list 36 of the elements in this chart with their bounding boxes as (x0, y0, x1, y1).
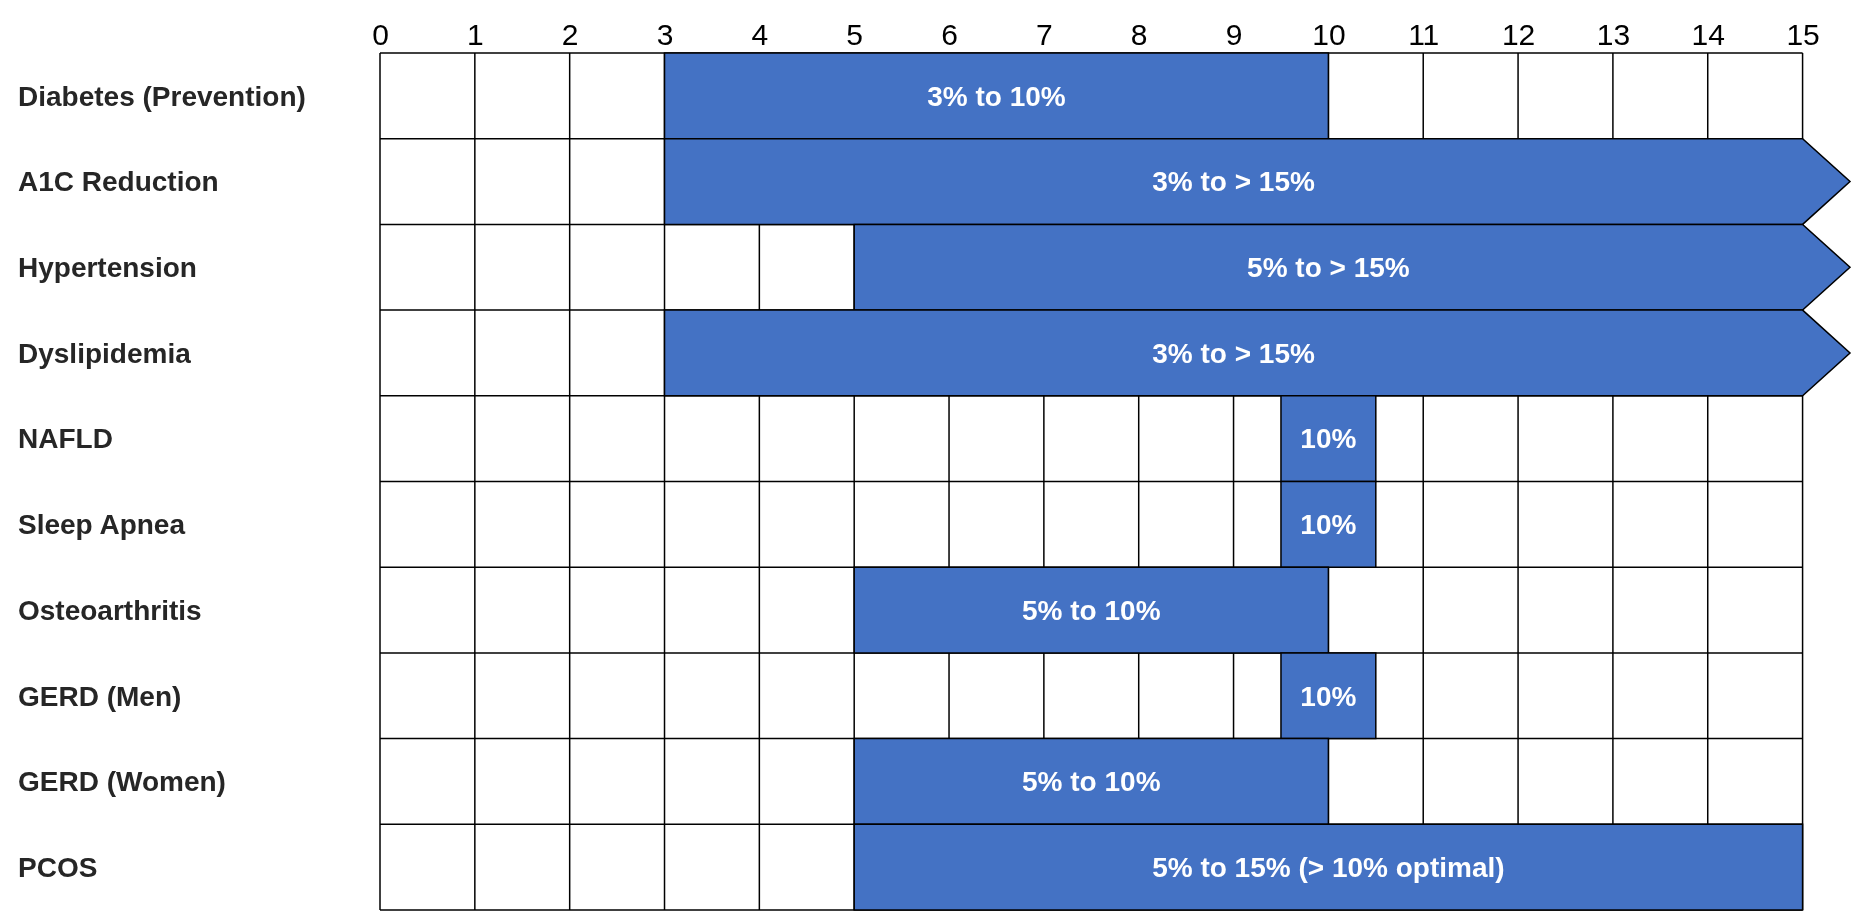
y-tick-label: NAFLD (18, 423, 113, 455)
x-tick-label: 3 (656, 18, 674, 51)
annotation: 10% (1300, 509, 1357, 541)
annotation: 5% to 10% (1022, 766, 1161, 798)
y-tick-label: Hypertension (18, 252, 197, 284)
x-tick-label: 11 (1408, 18, 1440, 51)
annotation: 10% (1300, 680, 1357, 712)
x-tick-label: 9 (1225, 18, 1243, 51)
y-tick-label: GERD (Men) (18, 680, 182, 712)
x-tick-label: 1 (466, 18, 484, 51)
annotation: 5% to 15% (> 10% optimal) (1152, 851, 1505, 883)
y-tick-label: Diabetes (Prevention) (18, 80, 306, 112)
annotation: 3% to > 15% (1152, 337, 1315, 369)
annotation: 3% to > 15% (1152, 166, 1315, 198)
x-tick-label: 10 (1312, 18, 1346, 51)
annotation: 3% to 10% (927, 80, 1066, 112)
y-tick-label: Osteoarthritis (18, 594, 202, 626)
x-tick-label: 14 (1691, 18, 1725, 51)
y-tick-label: PCOS (18, 851, 98, 883)
x-tick-label: 0 (372, 18, 389, 51)
x-tick-label: 12 (1501, 18, 1536, 51)
x-tick-label: 4 (751, 18, 769, 51)
x-tick-label: 7 (1036, 18, 1053, 51)
annotation: 10% (1300, 423, 1357, 455)
x-tick-label: 13 (1596, 18, 1631, 51)
x-tick-label: 6 (941, 18, 958, 51)
y-tick-label: Dyslipidemia (18, 337, 192, 369)
x-tick-label: 2 (561, 18, 579, 51)
annotation: 5% to 10% (1022, 594, 1161, 626)
y-tick-label: Sleep Apnea (18, 509, 186, 541)
y-tick-label: A1C Reduction (18, 166, 219, 198)
x-tick-label: 5 (846, 18, 864, 51)
x-tick-label: 15 (1786, 18, 1820, 51)
y-tick-label: GERD (Women) (18, 766, 226, 798)
x-tick-label: 8 (1130, 18, 1148, 51)
annotation: 5% to > 15% (1247, 252, 1410, 284)
